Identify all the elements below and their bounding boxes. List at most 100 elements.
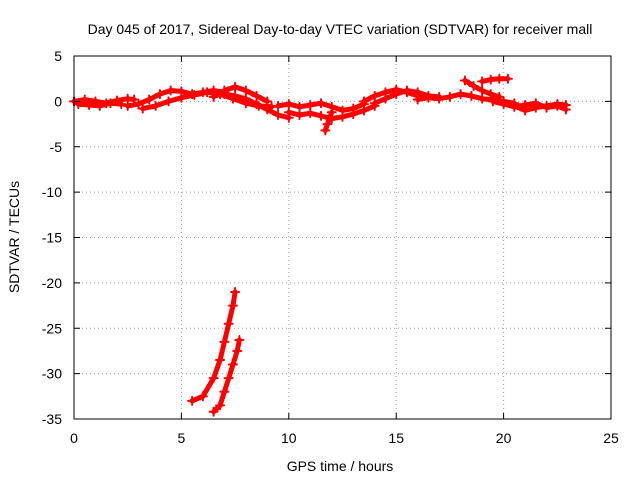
data-point bbox=[337, 111, 348, 122]
data-point bbox=[423, 92, 434, 103]
x-tick-label: 25 bbox=[603, 430, 619, 446]
data-point bbox=[230, 90, 241, 101]
data-point bbox=[219, 386, 230, 397]
data-point bbox=[477, 76, 488, 87]
data-point bbox=[283, 99, 294, 110]
data-point bbox=[219, 89, 230, 100]
x-tick-labels: 0 5 10 15 20 25 bbox=[70, 430, 619, 446]
x-tick-label: 0 bbox=[70, 430, 78, 446]
data-point bbox=[322, 119, 333, 130]
data-point bbox=[262, 104, 273, 115]
data-point bbox=[273, 100, 284, 111]
data-point bbox=[227, 359, 238, 370]
y-tick-label: 0 bbox=[54, 93, 62, 109]
data-point bbox=[487, 96, 498, 107]
data-point bbox=[294, 101, 305, 112]
data-point bbox=[320, 125, 331, 136]
data-point bbox=[541, 100, 552, 111]
data-point bbox=[477, 93, 488, 104]
data-point bbox=[324, 112, 335, 123]
y-tick-labels: 5 0 -5 -10 -15 -20 -25 -30 -35 bbox=[42, 48, 62, 427]
data-point bbox=[358, 96, 369, 107]
y-tick-label: -5 bbox=[50, 139, 63, 155]
y-axis-label: SDTVAR / TECUs bbox=[6, 181, 22, 293]
data-point bbox=[466, 90, 477, 101]
data-point bbox=[520, 105, 531, 116]
data-point bbox=[485, 74, 496, 85]
data-point bbox=[316, 110, 327, 121]
data-point bbox=[509, 100, 520, 111]
data-point bbox=[105, 98, 116, 109]
x-axis-label: GPS time / hours bbox=[287, 458, 394, 474]
data-point bbox=[444, 91, 455, 102]
data-point bbox=[305, 108, 316, 119]
data-point bbox=[369, 98, 380, 109]
data-point bbox=[144, 94, 155, 105]
data-point bbox=[391, 89, 402, 100]
data-point bbox=[150, 100, 161, 111]
data-point bbox=[122, 100, 133, 111]
data-point bbox=[459, 75, 470, 86]
data-point bbox=[84, 100, 95, 111]
data-point bbox=[560, 100, 571, 111]
data-point bbox=[230, 81, 241, 92]
data-point bbox=[401, 85, 412, 96]
data-point bbox=[283, 107, 294, 118]
y-tick-label: -10 bbox=[42, 184, 62, 200]
data-point bbox=[116, 99, 127, 110]
data-point bbox=[223, 318, 234, 329]
x-tick-label: 20 bbox=[496, 430, 512, 446]
data-point bbox=[358, 105, 369, 116]
sat-track-9-trace bbox=[322, 109, 335, 133]
x-tick-label: 15 bbox=[388, 430, 404, 446]
y-tick-label: -25 bbox=[42, 320, 62, 336]
data-point bbox=[129, 94, 140, 105]
data-point bbox=[219, 336, 230, 347]
data-point bbox=[163, 96, 174, 107]
data-point bbox=[154, 89, 165, 100]
y-tick-label: -15 bbox=[42, 230, 62, 246]
data-point bbox=[197, 391, 208, 402]
y-tick-label: -35 bbox=[42, 411, 62, 427]
x-tick-label: 5 bbox=[178, 430, 186, 446]
data-point bbox=[215, 355, 226, 366]
data-point bbox=[187, 395, 198, 406]
data-point bbox=[477, 85, 488, 96]
data-point bbox=[316, 98, 327, 109]
data-point bbox=[176, 92, 187, 103]
data-point bbox=[94, 100, 105, 111]
x-tick-label: 10 bbox=[281, 430, 297, 446]
data-point bbox=[208, 406, 219, 417]
data-point bbox=[232, 345, 243, 356]
data-point bbox=[485, 89, 496, 100]
data-point bbox=[494, 91, 505, 102]
data-point bbox=[223, 373, 234, 384]
axis-ticks bbox=[73, 55, 612, 420]
data-point bbox=[502, 73, 513, 84]
data-point bbox=[208, 373, 219, 384]
data-point bbox=[348, 109, 359, 120]
data-point bbox=[552, 99, 563, 110]
chart-title: Day 045 of 2017, Sidereal Day-to-day VTE… bbox=[88, 21, 593, 37]
data-point bbox=[137, 103, 148, 114]
data-point bbox=[498, 99, 509, 110]
data-point bbox=[240, 85, 251, 96]
y-tick-label: -20 bbox=[42, 275, 62, 291]
data-point bbox=[530, 102, 541, 113]
data-point bbox=[455, 89, 466, 100]
series-group bbox=[69, 73, 571, 417]
data-point bbox=[227, 300, 238, 311]
data-point bbox=[165, 85, 176, 96]
data-point bbox=[189, 90, 200, 101]
y-tick-label: -30 bbox=[42, 366, 62, 382]
data-point bbox=[262, 96, 273, 107]
data-point bbox=[215, 400, 226, 411]
data-point bbox=[202, 87, 213, 98]
data-point bbox=[251, 99, 262, 110]
data-point bbox=[240, 93, 251, 104]
data-point bbox=[208, 91, 219, 102]
data-point bbox=[230, 286, 241, 297]
data-point bbox=[251, 90, 262, 101]
data-point bbox=[326, 107, 337, 118]
